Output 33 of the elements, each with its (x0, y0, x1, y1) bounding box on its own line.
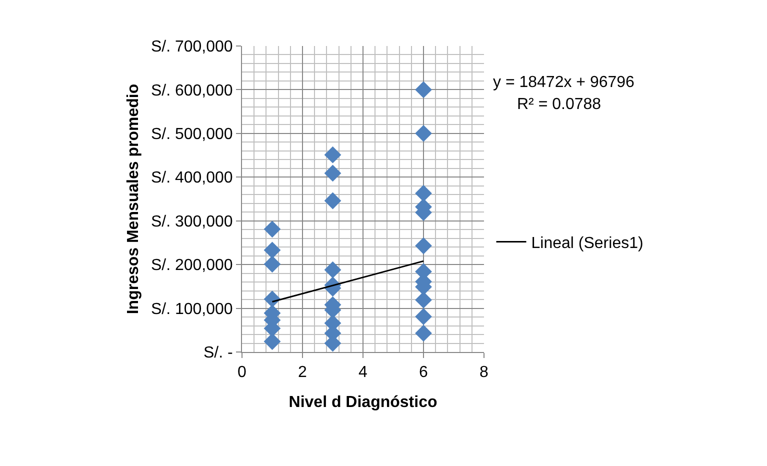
text: y = 18472x + 96796 (493, 74, 635, 91)
point (324, 146, 342, 164)
y-axis-title: Ingresos Mensuales promedio (124, 84, 142, 314)
point (415, 237, 432, 254)
x-axis-title: Nivel d Diagnóstico (288, 394, 438, 411)
point (264, 242, 281, 259)
point (415, 184, 432, 202)
y-tick-label: S/. 300,000 (150, 213, 233, 230)
point (324, 192, 342, 210)
point (415, 124, 432, 142)
text: R² = 0.0788 (517, 96, 602, 113)
x-tick-label: 2 (298, 364, 308, 382)
point (415, 292, 432, 308)
y-tick-label: S/. 500,000 (150, 126, 233, 144)
y-tick-label: S/. 600,000 (150, 82, 233, 100)
point (264, 333, 281, 350)
point (415, 324, 432, 342)
x-tick-label: 8 (480, 364, 489, 382)
x-tick-label: 4 (358, 364, 368, 382)
point (415, 81, 432, 98)
x-tick-label: 0 (238, 364, 247, 382)
legend-label: Lineal (Series1) (531, 234, 644, 252)
y-tick-label: S/. 100,000 (150, 300, 233, 318)
point (264, 220, 281, 238)
y-tick-label: S/. 700,000 (150, 38, 233, 56)
y-tick-label: S/. - (203, 344, 233, 362)
point (324, 261, 342, 278)
x-tick-label: 6 (419, 364, 428, 382)
point (324, 164, 342, 182)
point (264, 256, 281, 273)
y-tick-label: S/. 200,000 (150, 257, 233, 274)
y-tick-label: S/. 400,000 (150, 170, 233, 187)
point (415, 308, 432, 326)
